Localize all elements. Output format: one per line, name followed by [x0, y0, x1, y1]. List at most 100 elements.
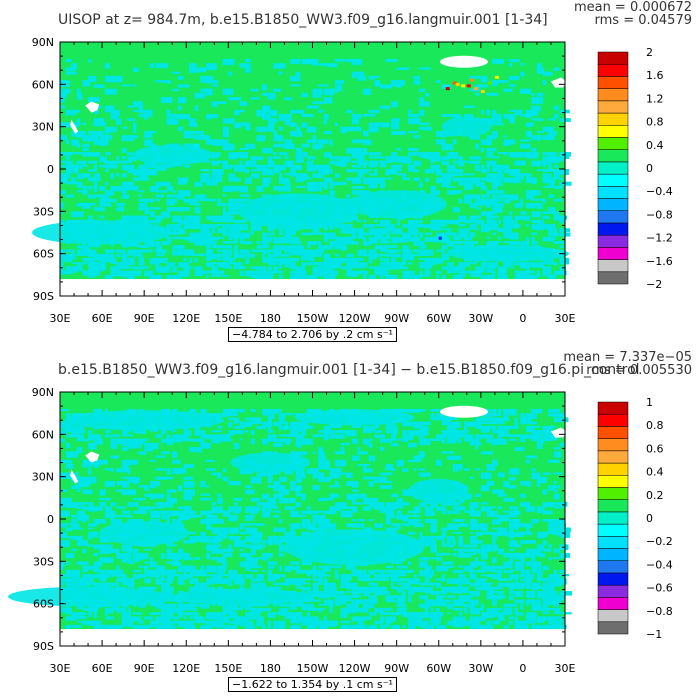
cyan-cell [497, 177, 503, 182]
cyan-cell [65, 152, 73, 156]
ytick-label: 30S [33, 205, 54, 218]
cyan-cell [430, 612, 441, 619]
cyan-cell [245, 126, 251, 131]
cyan-cell [250, 476, 262, 484]
cyan-cell [71, 582, 82, 588]
cyan-cell [200, 228, 209, 234]
cyan-cell [278, 152, 286, 156]
cyan-cell [172, 620, 179, 624]
cyan-cell [475, 607, 484, 611]
cyan-cell [121, 480, 130, 488]
cyan-cell [385, 232, 391, 240]
cyan-cell [256, 506, 261, 511]
cyan-cell [93, 262, 107, 267]
cyan-cell [88, 523, 98, 527]
cyan-cell [121, 181, 135, 186]
cyan-cell [407, 253, 413, 259]
cyan-cell [323, 425, 332, 432]
cyan-cell [82, 519, 86, 523]
cyan-cell [435, 139, 446, 145]
cyan-cell [379, 219, 390, 226]
cyan-cell [323, 262, 329, 267]
cyan-cell [340, 156, 351, 163]
cyan-cell [536, 569, 543, 576]
cyan-cell [228, 620, 236, 624]
cyan-cell [205, 232, 212, 236]
cyan-cell [183, 219, 187, 225]
cyan-cell [93, 438, 103, 445]
cyan-cell [346, 169, 357, 173]
cyan-cell [312, 485, 320, 491]
cyan-cell [536, 130, 544, 134]
cyan-cell [217, 198, 221, 204]
colorbar-cell [597, 560, 629, 574]
cyan-cell [71, 139, 80, 147]
cyan-cell [228, 232, 242, 239]
cyan-cell [99, 506, 103, 511]
cyan-cell [222, 510, 231, 517]
cyan-cell [536, 590, 545, 597]
cyan-cell [402, 438, 409, 443]
cyan-cell [486, 219, 497, 227]
cyan-cell [464, 240, 475, 246]
cyan-cell [407, 164, 415, 172]
cyan-cell [435, 590, 447, 595]
cyan-cell [228, 413, 238, 416]
cyan-cell [295, 156, 304, 163]
cyan-cell [374, 476, 388, 483]
cyan-cell [82, 574, 94, 579]
cyan-cell [447, 510, 453, 515]
cyan-cell [374, 421, 380, 429]
cyan-cell [559, 523, 566, 531]
cyan-cell [205, 224, 218, 229]
cyan-cell [419, 468, 426, 471]
cyan-cell [144, 506, 155, 510]
cyan-cell [374, 236, 378, 241]
cyan-cell [183, 624, 196, 631]
cyan-cell [245, 67, 252, 73]
colorbar-cell [597, 173, 629, 187]
cyan-cell [267, 413, 275, 420]
cyan-cell [402, 224, 408, 228]
cyan-cell [424, 519, 438, 524]
cyan-cell [60, 135, 68, 141]
xtick-label: 150E [214, 312, 242, 325]
cyan-cell [194, 257, 198, 263]
cyan-cell [273, 485, 286, 492]
cyan-cell [138, 194, 143, 197]
cyan-cell [469, 240, 479, 244]
cyan-cell [464, 607, 468, 614]
greenland [440, 55, 488, 68]
cyan-cell [60, 565, 64, 570]
cyan-cell [542, 185, 555, 188]
cyan-cell [121, 447, 129, 451]
cyan-cell [284, 582, 290, 587]
cyan-cell [155, 434, 163, 438]
cyan-cell [295, 616, 308, 623]
cyan-cell [228, 430, 235, 436]
cyan-cell [553, 624, 567, 629]
cyan-cell [379, 569, 385, 577]
cyan-cell [559, 266, 566, 271]
cyan-cell [363, 113, 376, 117]
cyan-cell [396, 578, 410, 582]
cyan-cell [138, 430, 147, 435]
cyan-cell [290, 169, 296, 176]
cyan-cell [424, 270, 431, 277]
cyan-cell [402, 156, 412, 162]
cyan-cell [93, 519, 107, 524]
cyan-cell [116, 202, 125, 207]
cyan-cell [553, 595, 564, 601]
cyan-cell [205, 257, 213, 261]
cyan-cell [138, 215, 149, 223]
cyan-cell [525, 130, 532, 138]
cyan-cell [284, 421, 289, 429]
cyan-cell [548, 578, 553, 584]
cyan-cell [363, 177, 369, 184]
cyan-cell [132, 616, 142, 622]
cyan-cell [183, 506, 192, 511]
cyan-cell [60, 603, 64, 610]
cyan-cell [441, 451, 455, 454]
cyan-cell [497, 514, 505, 521]
cyan-cell [155, 198, 161, 202]
